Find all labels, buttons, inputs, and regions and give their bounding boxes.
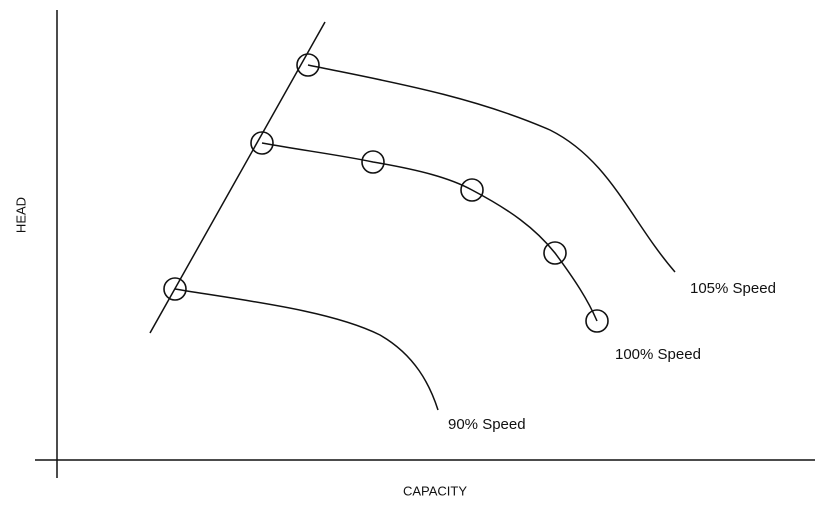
- y-axis-label: HEAD: [13, 197, 28, 233]
- curve-90: [174, 288, 439, 411]
- curve-105: [307, 64, 676, 273]
- curve-100: [261, 142, 598, 322]
- point: [296, 53, 320, 77]
- point: [361, 150, 385, 174]
- x-axis-label: CAPACITY: [403, 483, 467, 498]
- point: [250, 131, 274, 155]
- point: [163, 277, 187, 301]
- point: [460, 178, 484, 202]
- point: [543, 241, 567, 265]
- point: [585, 309, 609, 333]
- curve-label: 105% Speed: [690, 280, 776, 297]
- curve-label: 90% Speed: [448, 416, 526, 433]
- surge-line: [149, 21, 326, 334]
- curve-label: 100% Speed: [615, 346, 701, 363]
